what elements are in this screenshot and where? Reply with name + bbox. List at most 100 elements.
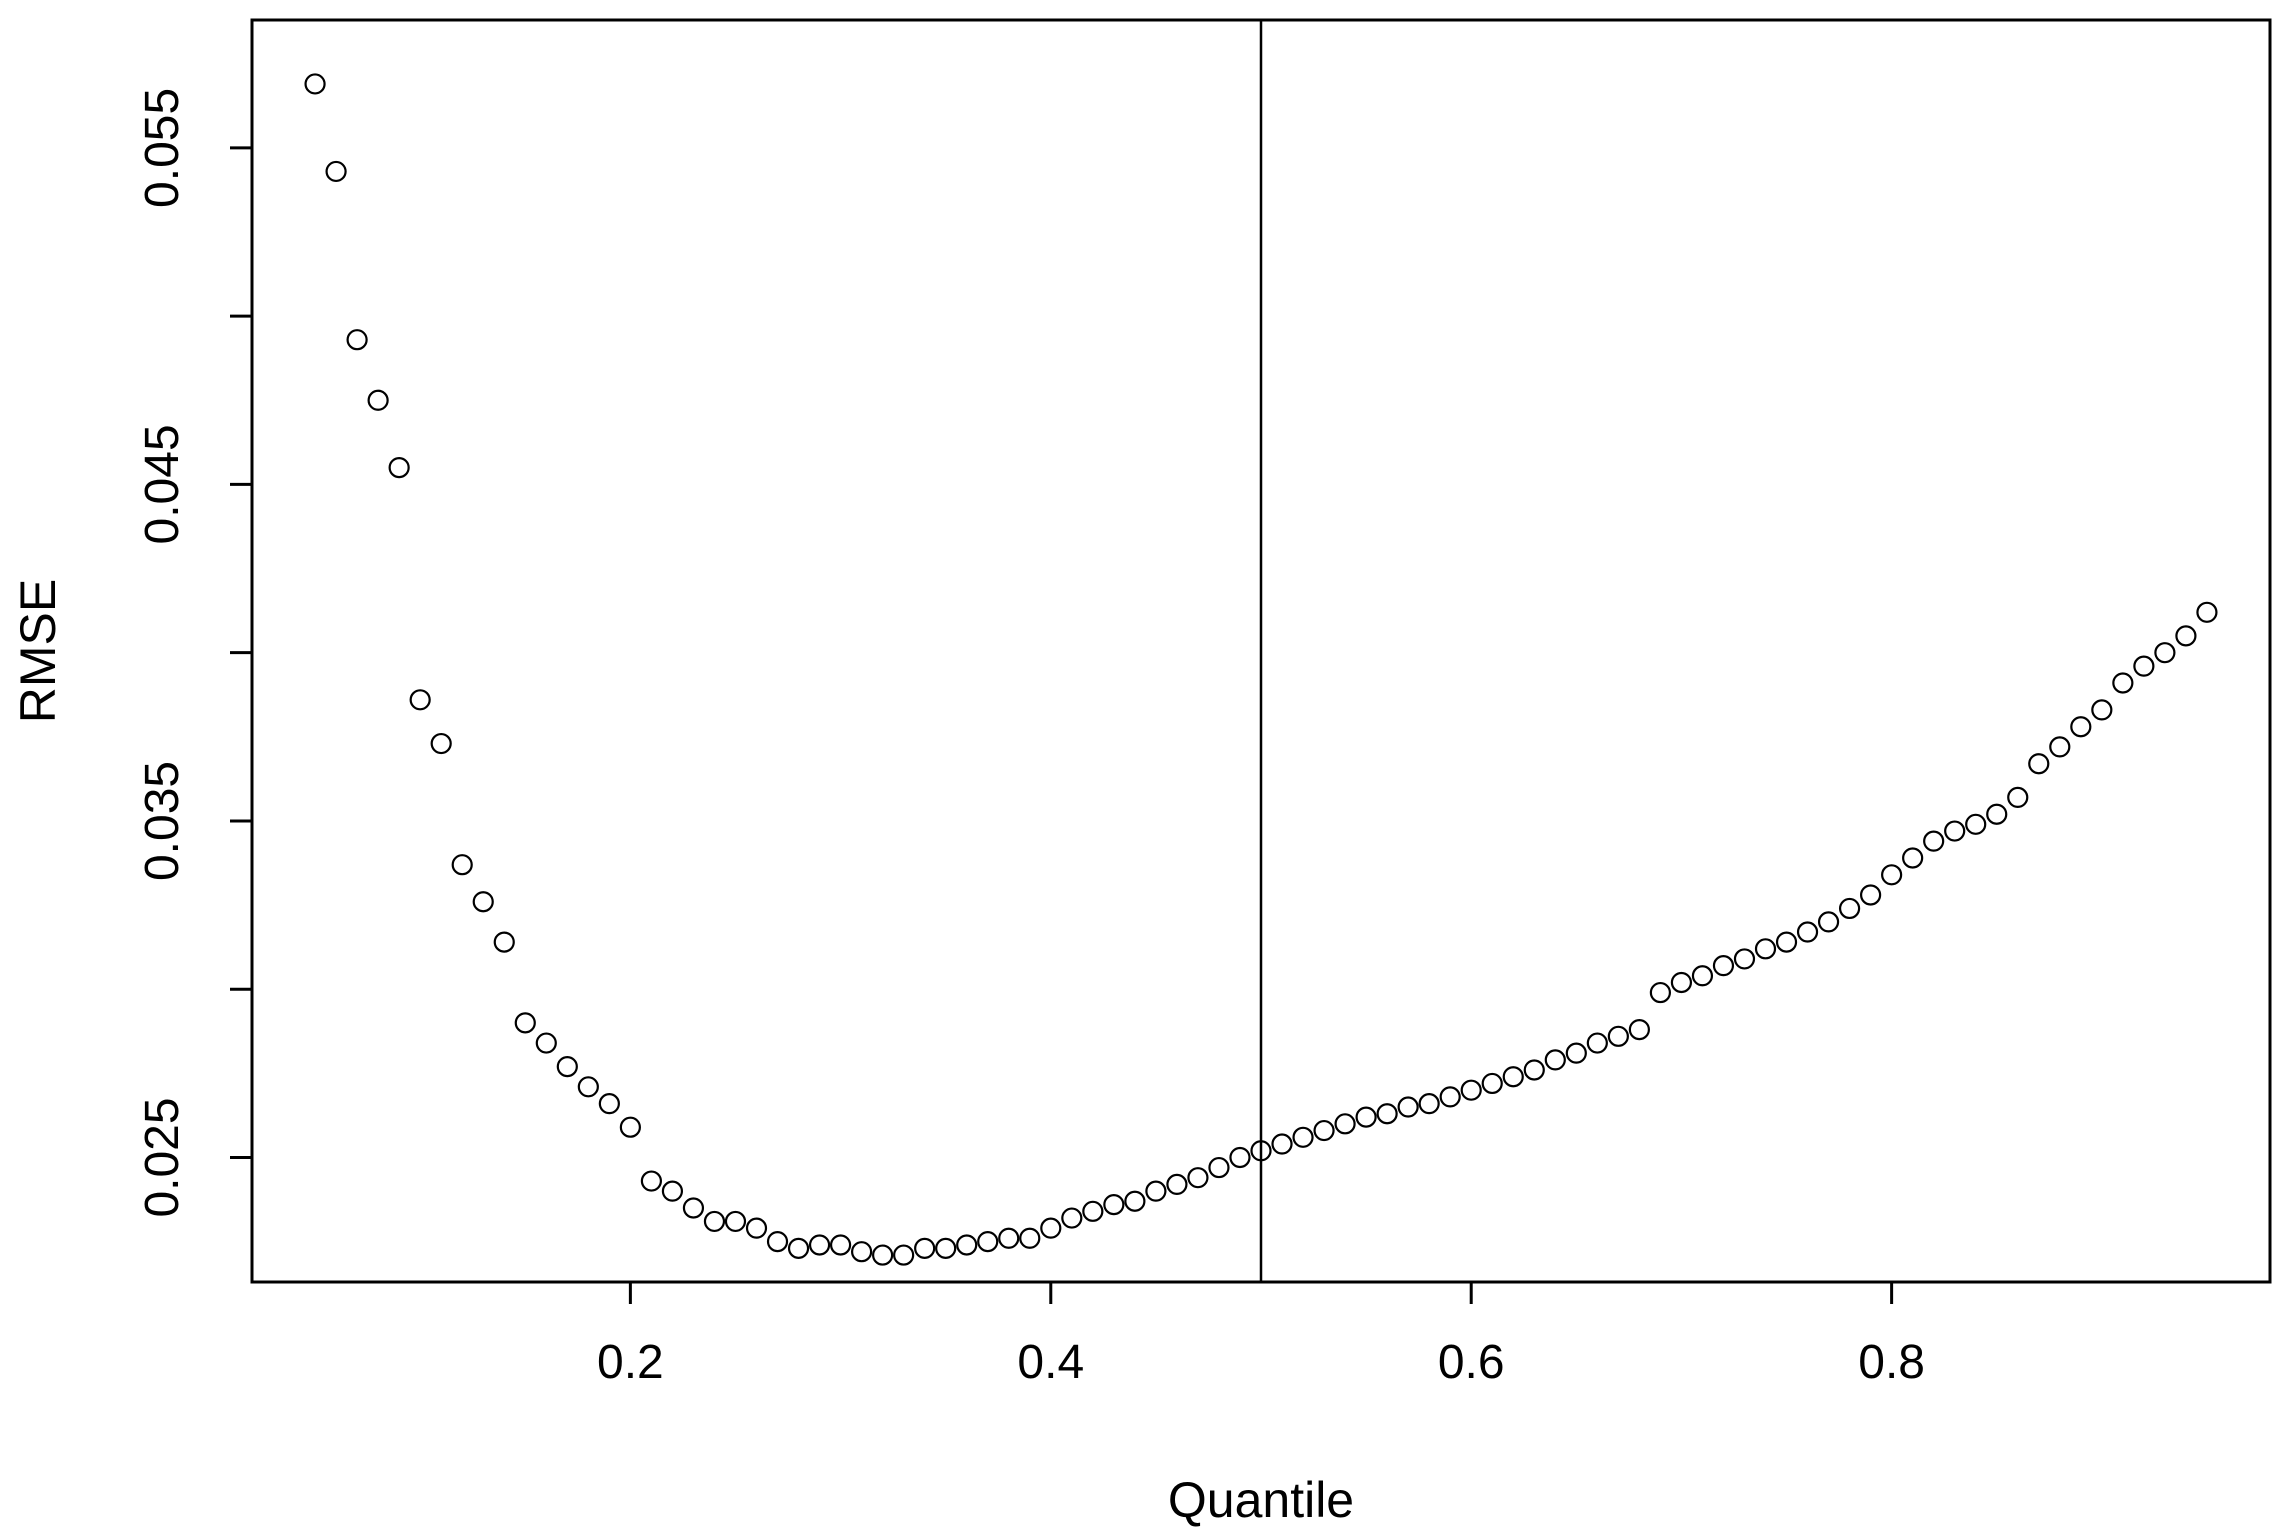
data-point (1271, 1133, 1293, 1155)
y-tick-label: 0.025 (136, 1097, 189, 1217)
data-point (808, 1234, 831, 1256)
data-point (577, 1076, 599, 1098)
data-point (998, 1227, 1020, 1249)
data-point (1376, 1103, 1398, 1125)
data-point (1250, 1140, 1272, 1162)
data-point (2007, 786, 2029, 808)
data-point (304, 73, 326, 95)
data-point (2049, 736, 2071, 758)
data-point (1040, 1217, 1062, 1239)
data-point (451, 854, 473, 876)
x-tick-label: 0.8 (1858, 1336, 1925, 1389)
data-point (1649, 981, 1671, 1004)
data-point (851, 1241, 873, 1263)
data-point (935, 1237, 957, 1259)
data-point (1860, 884, 1882, 906)
data-point (598, 1093, 620, 1115)
data-point (367, 389, 389, 411)
data-point (1481, 1072, 1503, 1095)
data-point (2154, 642, 2176, 664)
data-point (1313, 1119, 1335, 1142)
data-point (1124, 1190, 1146, 1212)
data-point (745, 1217, 768, 1239)
data-point (1944, 820, 1966, 842)
data-point (1691, 965, 1714, 987)
data-point (1586, 1032, 1608, 1054)
data-point (1460, 1079, 1482, 1101)
data-point (1796, 921, 1819, 943)
data-point (766, 1231, 789, 1253)
data-point (1145, 1180, 1167, 1202)
data-point (977, 1231, 999, 1253)
data-point (1670, 971, 1693, 994)
data-point (1208, 1156, 1230, 1179)
data-point (1166, 1173, 1188, 1196)
data-point (724, 1210, 747, 1233)
data-point (1817, 911, 1840, 933)
data-point (2196, 601, 2218, 623)
data-point (1902, 847, 1924, 869)
data-point (2070, 716, 2092, 738)
y-axis-title: RMSE (10, 579, 66, 723)
data-point (1292, 1126, 1314, 1148)
data-point (872, 1244, 894, 1266)
data-point (1061, 1207, 1083, 1229)
data-point (787, 1237, 810, 1259)
y-tick-label: 0.055 (136, 88, 189, 208)
data-point (556, 1056, 578, 1078)
data-point (1965, 813, 1987, 835)
data-point (661, 1180, 684, 1202)
data-point (640, 1170, 662, 1192)
data-point (1502, 1066, 1524, 1088)
data-point (388, 456, 410, 479)
data-point (493, 931, 515, 953)
x-tick-label: 0.6 (1438, 1336, 1505, 1389)
data-point (1544, 1049, 1566, 1071)
data-point (472, 891, 494, 913)
data-point (346, 329, 368, 351)
data-point (1418, 1093, 1440, 1115)
data-point (535, 1032, 557, 1054)
data-point (914, 1237, 936, 1259)
data-point (956, 1234, 978, 1256)
data-point (1397, 1096, 1419, 1118)
data-point (1103, 1193, 1125, 1216)
x-axis-title: Quantile (1168, 1472, 1354, 1528)
data-point (2112, 672, 2134, 694)
data-point (1923, 830, 1945, 852)
data-point (682, 1197, 705, 1219)
data-point (1607, 1025, 1629, 1047)
data-point (1754, 938, 1777, 960)
data-points (304, 73, 2218, 1266)
data-point (325, 160, 347, 183)
data-point (1439, 1086, 1461, 1108)
data-point (1229, 1146, 1251, 1169)
data-point (619, 1116, 641, 1138)
data-point (2175, 625, 2197, 647)
data-point (1334, 1113, 1356, 1135)
data-point (1019, 1227, 1041, 1249)
data-point (1733, 948, 1756, 970)
x-tick-label: 0.2 (597, 1336, 664, 1389)
data-point (1881, 864, 1903, 886)
data-point (1082, 1200, 1104, 1222)
data-point (2028, 753, 2050, 775)
data-point (1838, 897, 1861, 920)
data-point (409, 689, 431, 711)
y-tick-label: 0.035 (136, 761, 189, 881)
data-point (1628, 1018, 1650, 1041)
data-point (829, 1234, 852, 1256)
y-axis: 0.025 0.035 0.045 0.055 (136, 88, 252, 1218)
data-point (430, 732, 452, 755)
data-point (1523, 1059, 1545, 1081)
data-point (2133, 655, 2155, 677)
x-axis: 0.2 0.4 0.6 0.8 (597, 1282, 1925, 1389)
data-point (2091, 699, 2113, 721)
data-point (1775, 931, 1798, 953)
data-point (514, 1012, 536, 1034)
x-tick-label: 0.4 (1017, 1336, 1084, 1389)
data-point (1986, 803, 2008, 825)
data-point (1565, 1042, 1587, 1064)
